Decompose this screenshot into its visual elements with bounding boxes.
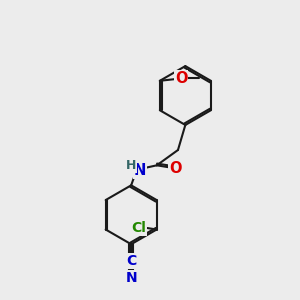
Text: H: H: [126, 159, 136, 172]
Text: N: N: [134, 163, 146, 178]
Text: Cl: Cl: [131, 221, 146, 235]
Text: N: N: [125, 272, 137, 285]
Text: O: O: [175, 71, 187, 86]
Text: O: O: [169, 161, 181, 176]
Text: C: C: [126, 254, 136, 268]
